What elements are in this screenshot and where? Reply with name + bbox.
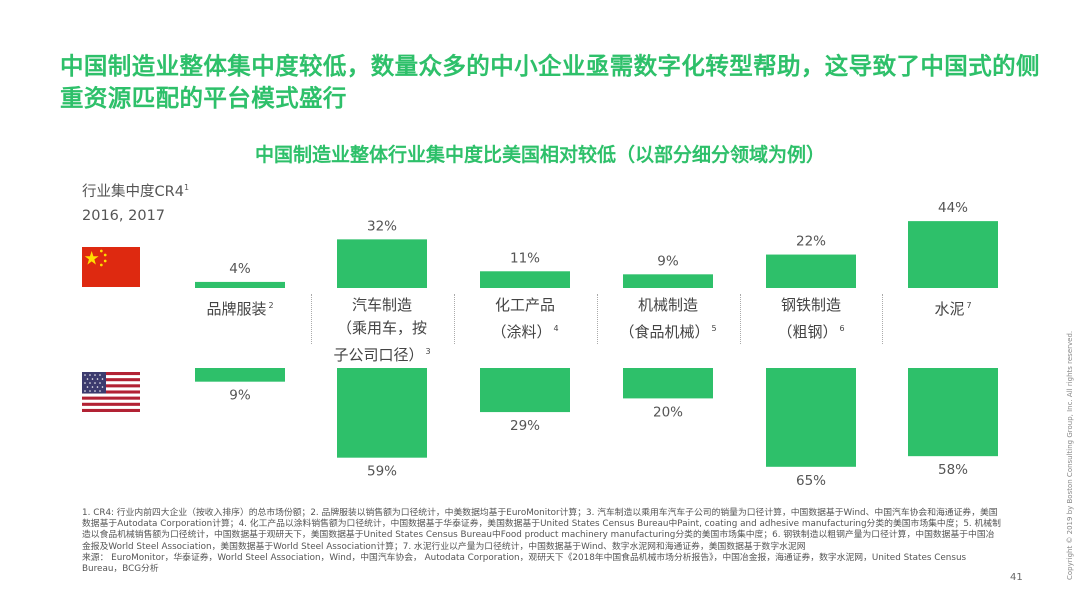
china-bar <box>195 281 285 288</box>
china-bar <box>480 271 570 288</box>
us-bar <box>480 368 570 413</box>
china-flag-icon <box>82 247 140 287</box>
category-label-line: 水泥 7 <box>934 300 972 318</box>
category-note-mark: 6 <box>839 324 845 333</box>
category-note-mark: 5 <box>711 324 717 333</box>
us-bar <box>195 368 285 382</box>
us-bar <box>337 368 427 458</box>
china-bar <box>623 274 713 288</box>
china-bar <box>766 254 856 288</box>
page-number: 41 <box>1010 572 1023 583</box>
category-label-line: 汽车制造 <box>351 296 412 314</box>
metric-note-mark: 1 <box>183 183 190 193</box>
china-value-label: 32% <box>367 218 397 234</box>
category-divider <box>740 294 742 344</box>
category-label-line: 子公司口径） 3 <box>333 346 431 364</box>
china-value-label: 44% <box>938 200 968 216</box>
years-label: 2016, 2017 <box>82 208 166 224</box>
category-label: 水泥 7 <box>893 294 1013 321</box>
category-divider <box>882 294 884 344</box>
category-label-line: 机械制造 <box>637 296 698 314</box>
china-value-label: 11% <box>510 250 540 266</box>
category-label: 机械制造 （食品机械） 5 <box>608 294 728 344</box>
category-divider <box>311 294 313 344</box>
us-value-label: 58% <box>938 462 968 478</box>
category-label-line: 品牌服装 2 <box>206 300 274 318</box>
category-label-line: （涂料） 4 <box>491 323 559 341</box>
footnote-text: 1. CR4: 行业内前四大企业（按收入排序）的总市场份额；2. 品牌服装以销售… <box>82 508 1001 552</box>
category-divider <box>454 294 456 344</box>
chart-title: 中国制造业整体行业集中度比美国相对较低（以部分细分领域为例） <box>254 144 825 166</box>
china-value-label: 9% <box>657 253 679 269</box>
category-label: 化工产品 （涂料） 4 <box>465 294 585 344</box>
us-bar <box>908 368 998 457</box>
us-value-label: 29% <box>510 418 540 434</box>
metric-label: 行业集中度CR41 <box>82 180 189 201</box>
category-label: 钢铁制造 （粗钢） 6 <box>751 294 871 344</box>
metric-label-text: 行业集中度CR4 <box>82 184 184 200</box>
category-label-line: （乘用车，按 <box>336 319 427 337</box>
us-value-label: 20% <box>653 404 683 420</box>
category-note-mark: 7 <box>966 301 972 310</box>
category-label: 汽车制造 （乘用车，按 子公司口径） 3 <box>322 294 442 367</box>
china-bar <box>337 239 427 288</box>
category-label-line: 化工产品 <box>494 296 555 314</box>
copyright: Copyright © 2019 by Boston Consulting Gr… <box>1066 330 1074 580</box>
category-label-line: 钢铁制造 <box>780 296 841 314</box>
category-label-line: （食品机械） 5 <box>619 323 717 341</box>
category-note-mark: 4 <box>553 324 559 333</box>
us-value-label: 9% <box>229 388 251 404</box>
category-divider <box>597 294 599 344</box>
us-bar <box>623 368 713 399</box>
category-note-mark: 2 <box>268 301 274 310</box>
us-flag-icon <box>82 372 140 412</box>
us-value-label: 59% <box>367 464 397 480</box>
category-label-line: （粗钢） 6 <box>777 323 845 341</box>
china-bar <box>908 221 998 288</box>
headline: 中国制造业整体集中度较低，数量众多的中小企业亟需数字化转型帮助，这导致了中国式的… <box>60 52 1040 112</box>
china-value-label: 4% <box>229 261 251 277</box>
china-value-label: 22% <box>796 234 826 250</box>
category-note-mark: 3 <box>425 347 431 356</box>
sources-text: 来源： EuroMonitor，华泰证券，World Steel Associa… <box>82 552 967 575</box>
us-bar <box>766 368 856 467</box>
us-value-label: 65% <box>796 473 826 489</box>
footnotes: 1. CR4: 行业内前四大企业（按收入排序）的总市场份额；2. 品牌服装以销售… <box>82 508 1002 575</box>
category-label: 品牌服装 2 <box>180 294 300 321</box>
